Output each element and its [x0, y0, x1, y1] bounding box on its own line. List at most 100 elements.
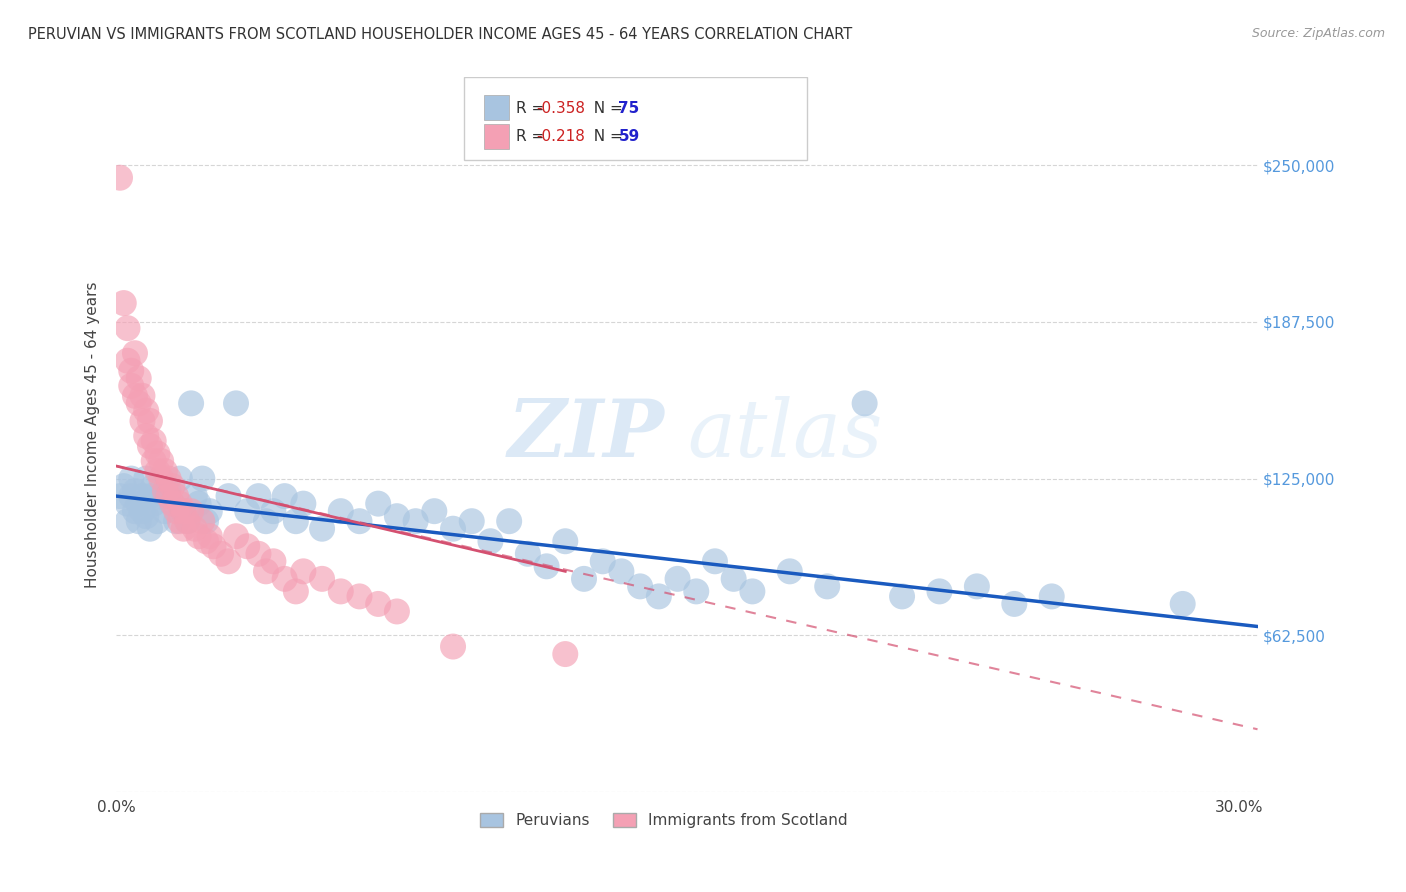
- Point: [124, 504, 146, 518]
- Point: [135, 509, 157, 524]
- Point: [198, 504, 221, 518]
- Point: [180, 396, 202, 410]
- Point: [311, 522, 333, 536]
- Point: [124, 389, 146, 403]
- Point: [169, 497, 191, 511]
- Point: [367, 497, 389, 511]
- Point: [128, 371, 150, 385]
- Point: [117, 353, 139, 368]
- Point: [173, 504, 195, 518]
- Point: [124, 484, 146, 499]
- Point: [273, 489, 295, 503]
- Point: [198, 529, 221, 543]
- Point: [139, 414, 162, 428]
- Point: [162, 497, 184, 511]
- Point: [150, 472, 173, 486]
- Point: [128, 396, 150, 410]
- Point: [128, 514, 150, 528]
- Point: [292, 565, 315, 579]
- Text: -0.358: -0.358: [536, 101, 585, 116]
- Point: [146, 514, 169, 528]
- Point: [311, 572, 333, 586]
- Point: [184, 489, 207, 503]
- Point: [405, 514, 427, 528]
- Point: [120, 472, 142, 486]
- Point: [815, 579, 838, 593]
- Point: [928, 584, 950, 599]
- Point: [349, 514, 371, 528]
- Point: [704, 554, 727, 568]
- Point: [153, 484, 176, 499]
- Point: [385, 509, 408, 524]
- Point: [135, 472, 157, 486]
- Point: [131, 504, 153, 518]
- Point: [120, 379, 142, 393]
- Point: [254, 514, 277, 528]
- Point: [187, 529, 209, 543]
- Text: PERUVIAN VS IMMIGRANTS FROM SCOTLAND HOUSEHOLDER INCOME AGES 45 - 64 YEARS CORRE: PERUVIAN VS IMMIGRANTS FROM SCOTLAND HOU…: [28, 27, 852, 42]
- Point: [124, 346, 146, 360]
- Point: [162, 497, 184, 511]
- Point: [165, 489, 187, 503]
- Point: [423, 504, 446, 518]
- Point: [648, 590, 671, 604]
- Point: [187, 497, 209, 511]
- Point: [112, 296, 135, 310]
- Point: [516, 547, 538, 561]
- Point: [131, 414, 153, 428]
- Point: [610, 565, 633, 579]
- Point: [142, 454, 165, 468]
- Point: [385, 604, 408, 618]
- Point: [184, 522, 207, 536]
- Point: [236, 504, 259, 518]
- Point: [262, 554, 284, 568]
- Legend: Peruvians, Immigrants from Scotland: Peruvians, Immigrants from Scotland: [474, 807, 853, 834]
- Point: [165, 504, 187, 518]
- Point: [135, 404, 157, 418]
- Point: [195, 534, 218, 549]
- Point: [146, 464, 169, 478]
- Text: N =: N =: [583, 101, 628, 116]
- Point: [169, 472, 191, 486]
- Point: [461, 514, 484, 528]
- Point: [157, 472, 180, 486]
- Point: [592, 554, 614, 568]
- Point: [139, 522, 162, 536]
- Point: [142, 479, 165, 493]
- Point: [117, 497, 139, 511]
- Point: [131, 489, 153, 503]
- Point: [139, 489, 162, 503]
- Point: [202, 539, 225, 553]
- Point: [329, 584, 352, 599]
- Text: R =: R =: [516, 129, 548, 145]
- Point: [218, 554, 240, 568]
- Point: [1002, 597, 1025, 611]
- Point: [441, 522, 464, 536]
- Point: [176, 514, 198, 528]
- Text: atlas: atlas: [688, 396, 883, 474]
- FancyBboxPatch shape: [464, 78, 807, 160]
- Point: [142, 497, 165, 511]
- Point: [284, 584, 307, 599]
- Point: [367, 597, 389, 611]
- Point: [191, 472, 214, 486]
- Point: [236, 539, 259, 553]
- Point: [117, 514, 139, 528]
- Point: [153, 504, 176, 518]
- Point: [262, 504, 284, 518]
- Point: [723, 572, 745, 586]
- Point: [173, 504, 195, 518]
- Point: [554, 534, 576, 549]
- Point: [349, 590, 371, 604]
- Point: [536, 559, 558, 574]
- Point: [150, 489, 173, 503]
- Text: 59: 59: [619, 129, 640, 145]
- Point: [1040, 590, 1063, 604]
- Point: [225, 396, 247, 410]
- Point: [150, 454, 173, 468]
- Point: [273, 572, 295, 586]
- Point: [218, 489, 240, 503]
- Text: R =: R =: [516, 101, 548, 116]
- Point: [554, 647, 576, 661]
- Point: [853, 396, 876, 410]
